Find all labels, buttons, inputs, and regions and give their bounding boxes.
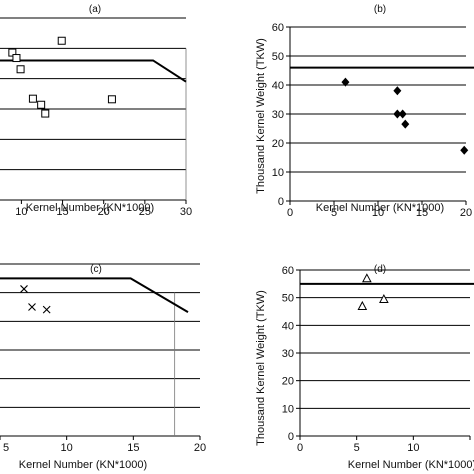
panel-c-x-tick-label: 15 — [127, 442, 139, 454]
panel-c-x-tick-label: 10 — [61, 442, 73, 454]
panel-a-data-point — [8, 48, 17, 57]
panel-c-boundary-line — [0, 277, 189, 314]
panel-d-y-tick-label: 0 — [288, 431, 294, 443]
panel-a-data-point — [41, 109, 50, 118]
panel-d-y-tick-label: 10 — [282, 403, 294, 415]
panel-d-ylabel: Thousand Kernel Weight (TKW) — [255, 290, 267, 446]
panel-c-x-tick-label: 5 — [3, 442, 9, 454]
panel-d-x-tick-label: 5 — [354, 442, 360, 454]
panel-b-ylabel: Thousand Kernel Weight (TKW) — [255, 38, 267, 194]
panel-d-y-tick-label: 50 — [282, 293, 294, 305]
panel-b-tag: (b) — [374, 4, 386, 15]
panel-b-data-point — [393, 86, 402, 96]
panel-a-data-point — [107, 95, 116, 104]
panel-a-data-point — [37, 100, 46, 109]
panel-a-x-tick-label: 10 — [15, 206, 27, 218]
panel-b-x-tick-label: 5 — [331, 207, 337, 219]
panel-d-xlabel: Kernel Number (KN*1000) — [348, 459, 474, 471]
panel-d-y-tick-label: 30 — [282, 348, 294, 360]
panel-b-y-tick-label: 30 — [272, 109, 284, 121]
panel-a-data-point — [28, 94, 37, 103]
panel-c-xlabel: Kernel Number (KN*1000) — [19, 459, 147, 471]
panel-c-x-tick-label: 20 — [194, 442, 206, 454]
panel-b-y-tick-label: 20 — [272, 138, 284, 150]
panel-b-y-tick-label: 0 — [278, 196, 284, 208]
panel-b-y-tick-label: 60 — [272, 22, 284, 34]
panel-d-data-point — [357, 300, 368, 310]
panel-c-tag: (c) — [90, 264, 102, 275]
panel-b-x-tick-label: 15 — [416, 207, 428, 219]
panel-b-x-tick-label: 20 — [460, 207, 472, 219]
panel-b-data-point — [393, 109, 402, 119]
panel-a-x-tick-label: 25 — [139, 206, 151, 218]
panel-a-x-tick-label: 30 — [180, 206, 192, 218]
panel-b-data-point — [401, 119, 410, 129]
panel-b-xlabel: Kernel Number (KN*1000) — [316, 202, 444, 214]
panel-b-y-tick-label: 40 — [272, 80, 284, 92]
panel-d-y-tick-label: 40 — [282, 320, 294, 332]
panel-b-y-tick-label: 10 — [272, 167, 284, 179]
panel-d-y-tick-label: 60 — [282, 265, 294, 277]
panel-d-data-point — [362, 273, 372, 283]
panel-a-boundary-line — [0, 59, 187, 83]
panel-a-tag: (a) — [89, 4, 101, 15]
panel-c-data-point — [42, 305, 51, 314]
panel-a-xlabel: Kernel Number (KN*1000) — [26, 202, 154, 214]
panel-c-data-point — [28, 303, 36, 311]
panel-b-data-point — [341, 77, 350, 87]
panel-a-data-point — [57, 36, 66, 45]
panel-a-data-point — [16, 65, 25, 74]
panel-b-data-point — [460, 145, 469, 155]
panel-a-x-tick-label: 15 — [56, 206, 68, 218]
panel-d-x-tick-label: 10 — [407, 442, 419, 454]
panel-d-data-point — [379, 293, 389, 304]
panel-b-data-point — [398, 109, 407, 119]
panel-b-x-tick-label: 10 — [372, 207, 384, 219]
panel-d-x-tick-label: 0 — [297, 442, 303, 454]
panel-c-data-point — [20, 285, 28, 293]
panel-b-x-tick-label: 0 — [287, 207, 293, 219]
panel-d-y-tick-label: 20 — [282, 376, 294, 388]
panel-a-data-point — [12, 54, 21, 63]
panel-b-y-tick-label: 50 — [272, 51, 284, 63]
panel-a-x-tick-label: 20 — [98, 206, 110, 218]
